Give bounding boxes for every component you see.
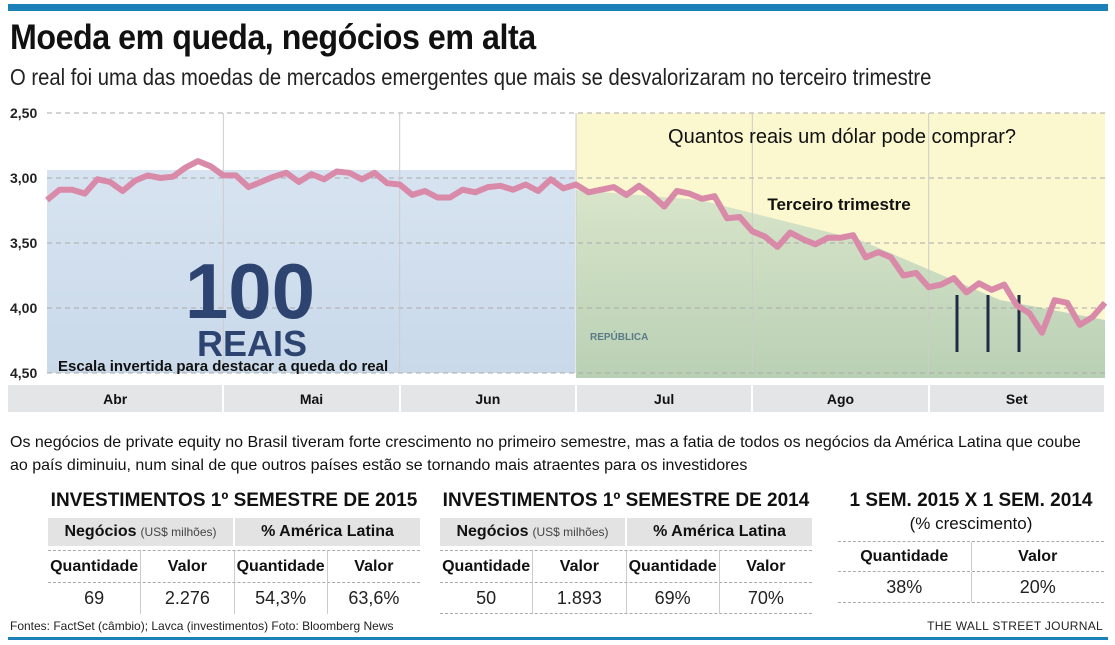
- col-header: Valor: [1018, 547, 1058, 565]
- banknote-left-image: [47, 170, 575, 373]
- description-paragraph: Os negócios de private equity no Brasil …: [10, 434, 1081, 474]
- y-tick-label: 3,50: [10, 235, 37, 251]
- page-title: Moeda em queda, negócios em alta: [10, 18, 536, 57]
- chart-title: Quantos reais um dólar pode comprar?: [668, 126, 1016, 148]
- cell-value: 2.276: [141, 583, 235, 614]
- col-header: Quantidade: [48, 551, 142, 582]
- banknote-right-image: [576, 190, 1105, 378]
- cell-value: 70%: [747, 587, 784, 608]
- col-header: Quantidade: [838, 542, 972, 571]
- sources-credit: Fontes: FactSet (câmbio); Lavca (investi…: [10, 619, 394, 633]
- group-header-deals: Negócios (US$ milhões): [440, 518, 625, 546]
- y-tick-label: 4,50: [10, 365, 37, 381]
- col-header: Valor: [354, 557, 394, 575]
- x-tick-month: Ago: [753, 385, 928, 412]
- group-label: Negócios: [456, 523, 529, 540]
- banknote-reais: REAIS: [197, 323, 307, 364]
- x-tick-month: Mai: [224, 385, 399, 412]
- banknote-100: 100: [185, 247, 315, 335]
- col-header: Valor: [533, 551, 627, 582]
- table-title: INVESTIMENTOS 1º SEMESTRE DE 2015: [50, 490, 418, 511]
- col-header: Valor: [746, 557, 786, 575]
- group-header-latam: % América Latina: [235, 518, 420, 546]
- group-header-latam: % América Latina: [627, 518, 812, 546]
- banknote-republica: REPÚBLICA: [590, 330, 648, 343]
- group-unit: (US$ milhões): [140, 525, 217, 539]
- bottom-rule: [8, 637, 1108, 640]
- cell-value: 50: [440, 583, 534, 613]
- publisher-name: THE WALL STREET JOURNAL: [927, 619, 1103, 633]
- x-tick-month: Set: [929, 385, 1104, 412]
- cell-value: 69%: [627, 583, 720, 613]
- cell-value: 38%: [838, 572, 972, 602]
- x-tick-month: Jun: [400, 385, 575, 412]
- col-header: Valor: [141, 551, 235, 582]
- page-subtitle: O real foi uma das moedas de mercados em…: [10, 64, 932, 90]
- x-tick-month: Jul: [577, 385, 752, 412]
- third-quarter-label: Terceiro trimestre: [767, 195, 910, 214]
- y-tick-label: 2,50: [10, 105, 37, 121]
- x-tick-month: Abr: [8, 385, 223, 412]
- col-header: Quantidade: [235, 551, 328, 582]
- table-growth: 1 SEM. 2015 X 1 SEM. 2014 (% crescimento…: [838, 490, 1104, 603]
- exchange-rate-chart: 2,50 3,00 3,50 4,00 4,50 100 REAIS REPÚBLICA…: [10, 105, 1108, 381]
- cell-value: 54,3%: [235, 583, 328, 614]
- cell-value: 69: [48, 583, 142, 614]
- cell-value: 63,6%: [348, 588, 400, 608]
- group-header-deals: Negócios (US$ milhões): [48, 518, 233, 546]
- series-line-brl-usd: [45, 158, 1108, 336]
- table-investments-2014: INVESTIMENTOS 1º SEMESTRE DE 2014 Negóci…: [440, 490, 812, 614]
- table-title: INVESTIMENTOS 1º SEMESTRE DE 2014: [442, 490, 810, 511]
- table-subtitle: (% crescimento): [909, 514, 1033, 533]
- table-investments-2015: INVESTIMENTOS 1º SEMESTRE DE 2015 Negóci…: [48, 490, 420, 614]
- y-tick-label: 3,00: [10, 170, 37, 186]
- top-rule: [8, 4, 1108, 11]
- group-unit: (US$ milhões): [532, 525, 609, 539]
- table-title: 1 SEM. 2015 X 1 SEM. 2014: [849, 490, 1093, 511]
- col-header: Quantidade: [440, 551, 534, 582]
- cell-value: 1.893: [533, 583, 627, 613]
- cell-value: 20%: [1019, 576, 1056, 597]
- inverted-scale-note: Escala invertida para destacar a queda d…: [58, 358, 388, 375]
- group-label: Negócios: [64, 523, 137, 540]
- col-header: Quantidade: [627, 551, 720, 582]
- y-tick-label: 4,00: [10, 300, 37, 316]
